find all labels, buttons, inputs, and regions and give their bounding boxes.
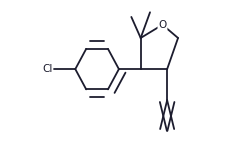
Text: O: O	[158, 20, 167, 30]
Text: Cl: Cl	[42, 64, 52, 74]
